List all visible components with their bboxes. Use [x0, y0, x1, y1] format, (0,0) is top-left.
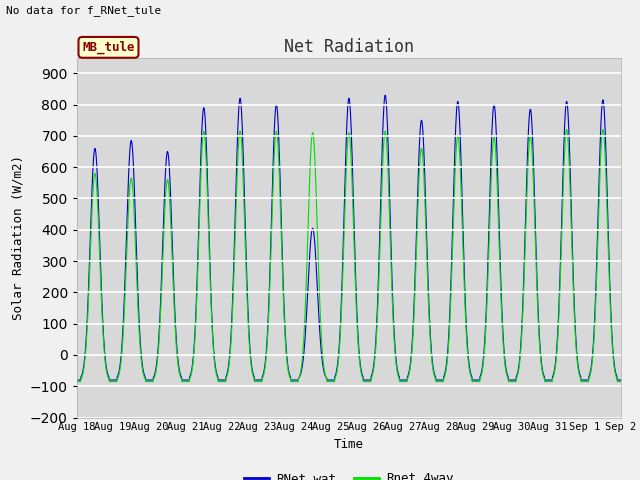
Rnet_4way [365, 379, 372, 384]
Title: Net Radiation: Net Radiation [284, 38, 414, 56]
RNet_wat [584, 377, 592, 383]
Rnet_4way [569, 276, 577, 281]
Y-axis label: Solar Radiation (W/m2): Solar Radiation (W/m2) [12, 155, 24, 320]
RNet_wat [617, 377, 625, 383]
Rnet_4way [225, 367, 232, 372]
Rnet_4way [376, 237, 384, 243]
RNet_wat [507, 377, 515, 383]
Legend: RNet_wat, Rnet_4way: RNet_wat, Rnet_4way [239, 467, 458, 480]
RNet_wat [569, 263, 577, 269]
Text: MB_tule: MB_tule [82, 41, 135, 54]
Line: Rnet_4way: Rnet_4way [77, 130, 621, 382]
Rnet_4way [584, 379, 592, 384]
RNet_wat [381, 92, 389, 98]
RNet_wat [225, 363, 232, 369]
Rnet_4way [617, 379, 625, 384]
Rnet_4way [563, 127, 570, 132]
X-axis label: Time: Time [334, 438, 364, 451]
RNet_wat [376, 216, 384, 222]
Rnet_4way [73, 379, 81, 384]
RNet_wat [73, 377, 81, 383]
RNet_wat [365, 377, 372, 383]
Text: No data for f_RNet_tule: No data for f_RNet_tule [6, 5, 162, 16]
Rnet_4way [507, 379, 515, 384]
Line: RNet_wat: RNet_wat [77, 95, 621, 380]
